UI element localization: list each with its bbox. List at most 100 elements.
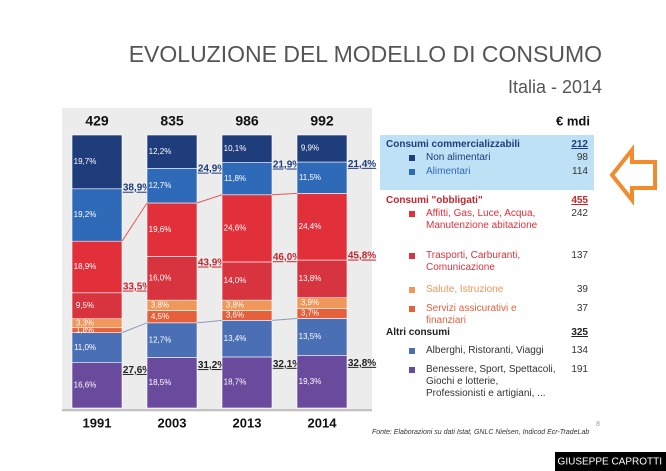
- segment-label: 1,8%: [76, 325, 94, 334]
- segment-label: 19,2%: [74, 210, 97, 219]
- segment-label: 13,8%: [299, 274, 322, 283]
- segment-label: 18,9%: [74, 262, 97, 271]
- segment-label: 11,0%: [74, 343, 96, 352]
- connector: [196, 194, 223, 204]
- segment-label: 11,5%: [299, 173, 321, 182]
- legend-amount: 114: [572, 166, 588, 177]
- page-number: 8: [596, 421, 600, 428]
- group-share: 43,9%: [198, 258, 226, 269]
- legend-label: Non alimentari: [426, 152, 491, 163]
- highlight-box: [380, 135, 594, 190]
- x-tick-label: 2014: [308, 415, 338, 430]
- legend-label: Trasporti, Carburanti, Comunicazione: [426, 250, 521, 273]
- segment-label: 10,1%: [224, 144, 247, 153]
- legend-label: Alberghi, Ristoranti, Viaggi: [426, 345, 544, 356]
- group-share: 31,2%: [198, 360, 226, 371]
- group-share: 46,0%: [273, 252, 301, 263]
- segment-label: 12,7%: [149, 181, 172, 190]
- legend-marker: [409, 155, 415, 161]
- x-tick-label: 1991: [83, 415, 112, 430]
- bar-segment: [296, 193, 348, 261]
- group-share: 45,8%: [348, 251, 376, 262]
- connector: [271, 192, 298, 196]
- source: Fonte: Elaborazioni su dati Istat, GNLC …: [372, 429, 589, 436]
- x-tick-label: 2013: [233, 415, 262, 430]
- subtitle: Italia - 2014: [508, 77, 602, 97]
- group-share: 24,9%: [198, 164, 226, 175]
- group-share: 21,4%: [348, 159, 376, 170]
- legend-marker: [409, 169, 415, 175]
- bar-segment: [71, 332, 123, 363]
- bar-segment: [221, 261, 273, 301]
- bar-segment: [296, 355, 348, 409]
- total-label: 992: [310, 113, 334, 129]
- legend-label: Affitti, Gas, Luce, Acqua, Manutenzione …: [426, 208, 538, 231]
- legend-marker: [409, 348, 415, 354]
- bar-segment: [221, 134, 273, 163]
- segment-label: 3,8%: [226, 300, 244, 309]
- legend-label: Benessere, Sport, Spettacoli, Giochi e l…: [426, 364, 556, 399]
- legend-label: Alimentari: [426, 166, 471, 177]
- segment-label: 19,3%: [299, 377, 322, 386]
- segment-label: 19,6%: [149, 225, 172, 234]
- legend-marker: [409, 253, 415, 259]
- bar-segment: [71, 134, 123, 190]
- segment-label: 19,7%: [74, 157, 97, 166]
- bar-segment: [296, 134, 348, 163]
- legend-amount: 242: [571, 208, 588, 219]
- bar-segment: [146, 168, 198, 204]
- segment-label: 24,4%: [299, 222, 322, 231]
- segment-label: 3,3%: [76, 318, 94, 327]
- segment-label: 3,9%: [301, 298, 319, 307]
- segment-label: 14,0%: [224, 276, 247, 285]
- legend-amount: 191: [571, 364, 588, 375]
- segment-label: 4,5%: [151, 312, 169, 321]
- segment-label: 24,6%: [224, 223, 247, 232]
- connector: [196, 319, 223, 324]
- segment-label: 18,5%: [149, 378, 172, 387]
- bar-segment: [221, 162, 273, 196]
- bar-segment: [146, 256, 198, 301]
- watermark: © GIUSEPPE CAPROTTI: [547, 457, 662, 468]
- bar-segment: [221, 194, 273, 263]
- legend-group: Consumi commercializzabili: [386, 139, 520, 150]
- x-tick-label: 2003: [158, 415, 187, 430]
- legend-label: Salute, Istruzione: [426, 284, 504, 295]
- legend-label: Servizi assicurativi e finanziari: [426, 303, 517, 326]
- legend-group: Consumi "obbligati": [386, 195, 483, 206]
- legend-amount: 137: [571, 250, 588, 261]
- bar-segment: [146, 134, 198, 169]
- segment-label: 16,0%: [149, 273, 172, 282]
- legend-amount: 37: [576, 303, 588, 314]
- connector: [121, 202, 148, 242]
- legend-group-total: 212: [571, 139, 588, 150]
- bar-segment: [296, 161, 348, 194]
- total-label: 986: [235, 113, 259, 129]
- bar-segment: [71, 292, 123, 320]
- segment-label: 13,4%: [224, 334, 247, 343]
- segment-label: 3,8%: [151, 300, 169, 309]
- legend-marker: [409, 367, 415, 373]
- segment-label: 9,5%: [76, 301, 94, 310]
- bar-segment: [221, 320, 273, 358]
- legend-group: Altri consumi: [386, 327, 450, 338]
- bar-segment: [146, 202, 198, 257]
- group-share: 32,1%: [273, 359, 301, 370]
- segment-label: 9,9%: [301, 144, 319, 153]
- watermark-bg: [555, 452, 666, 471]
- segment-label: 3,7%: [301, 309, 319, 318]
- legend-amount: 134: [571, 345, 588, 356]
- group-share: 38,9%: [123, 183, 151, 194]
- group-share: 33,5%: [123, 282, 151, 293]
- legend-marker: [409, 287, 415, 293]
- legend-amount: 39: [576, 284, 588, 295]
- segment-label: 3,6%: [226, 311, 244, 320]
- legend-group-total: 325: [571, 327, 588, 338]
- legend-amount: 98: [576, 152, 588, 163]
- segment-label: 16,6%: [74, 380, 97, 389]
- bar-segment: [221, 356, 273, 409]
- arrow: [609, 144, 657, 206]
- total-label: 429: [85, 113, 109, 129]
- bar-segment: [71, 240, 123, 294]
